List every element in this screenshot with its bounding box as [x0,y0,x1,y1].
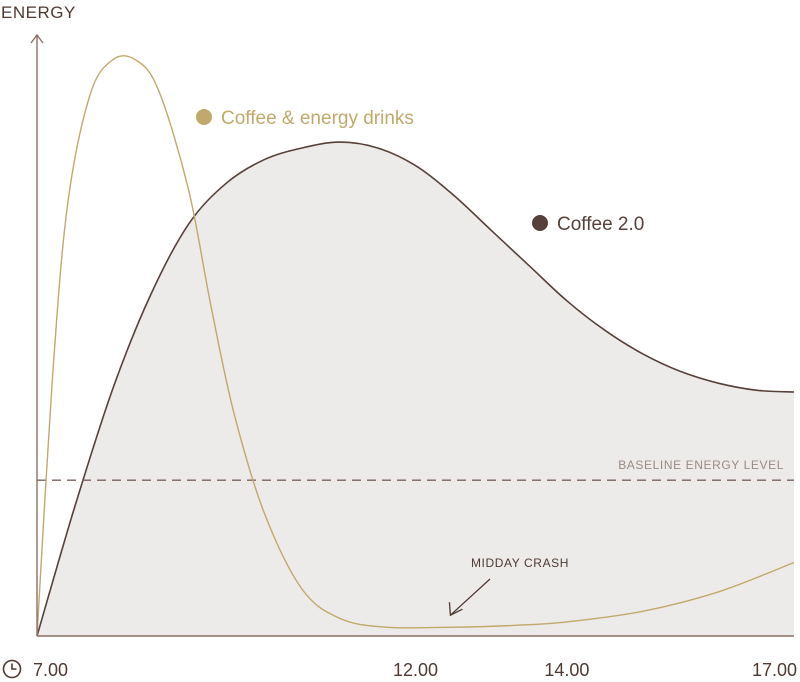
legend-label-coffee-energy-drinks: Coffee & energy drinks [221,108,414,129]
y-axis-arrowhead [30,33,44,44]
y-axis [30,33,44,636]
legend-label-coffee2: Coffee 2.0 [557,214,644,235]
x-tick-label: 17.00 [752,660,797,680]
clock-icon [2,659,22,679]
legend-marker-coffee2 [532,215,548,231]
x-tick-label: 14.00 [544,660,589,680]
midday-crash-label: MIDDAY CRASH [471,556,569,570]
coffee2-area [37,142,794,636]
legend-marker-coffee-energy-drinks [196,109,212,125]
x-tick-label: 7.00 [33,660,68,680]
x-tick-label: 12.00 [393,660,438,680]
coffee-energy-drinks-line [36,55,795,637]
coffee2-line [36,141,795,637]
midday-crash-arrow [448,578,491,617]
baseline-energy-label: BASELINE ENERGY LEVEL [618,458,784,472]
y-axis-label: ENERGY [1,3,76,22]
